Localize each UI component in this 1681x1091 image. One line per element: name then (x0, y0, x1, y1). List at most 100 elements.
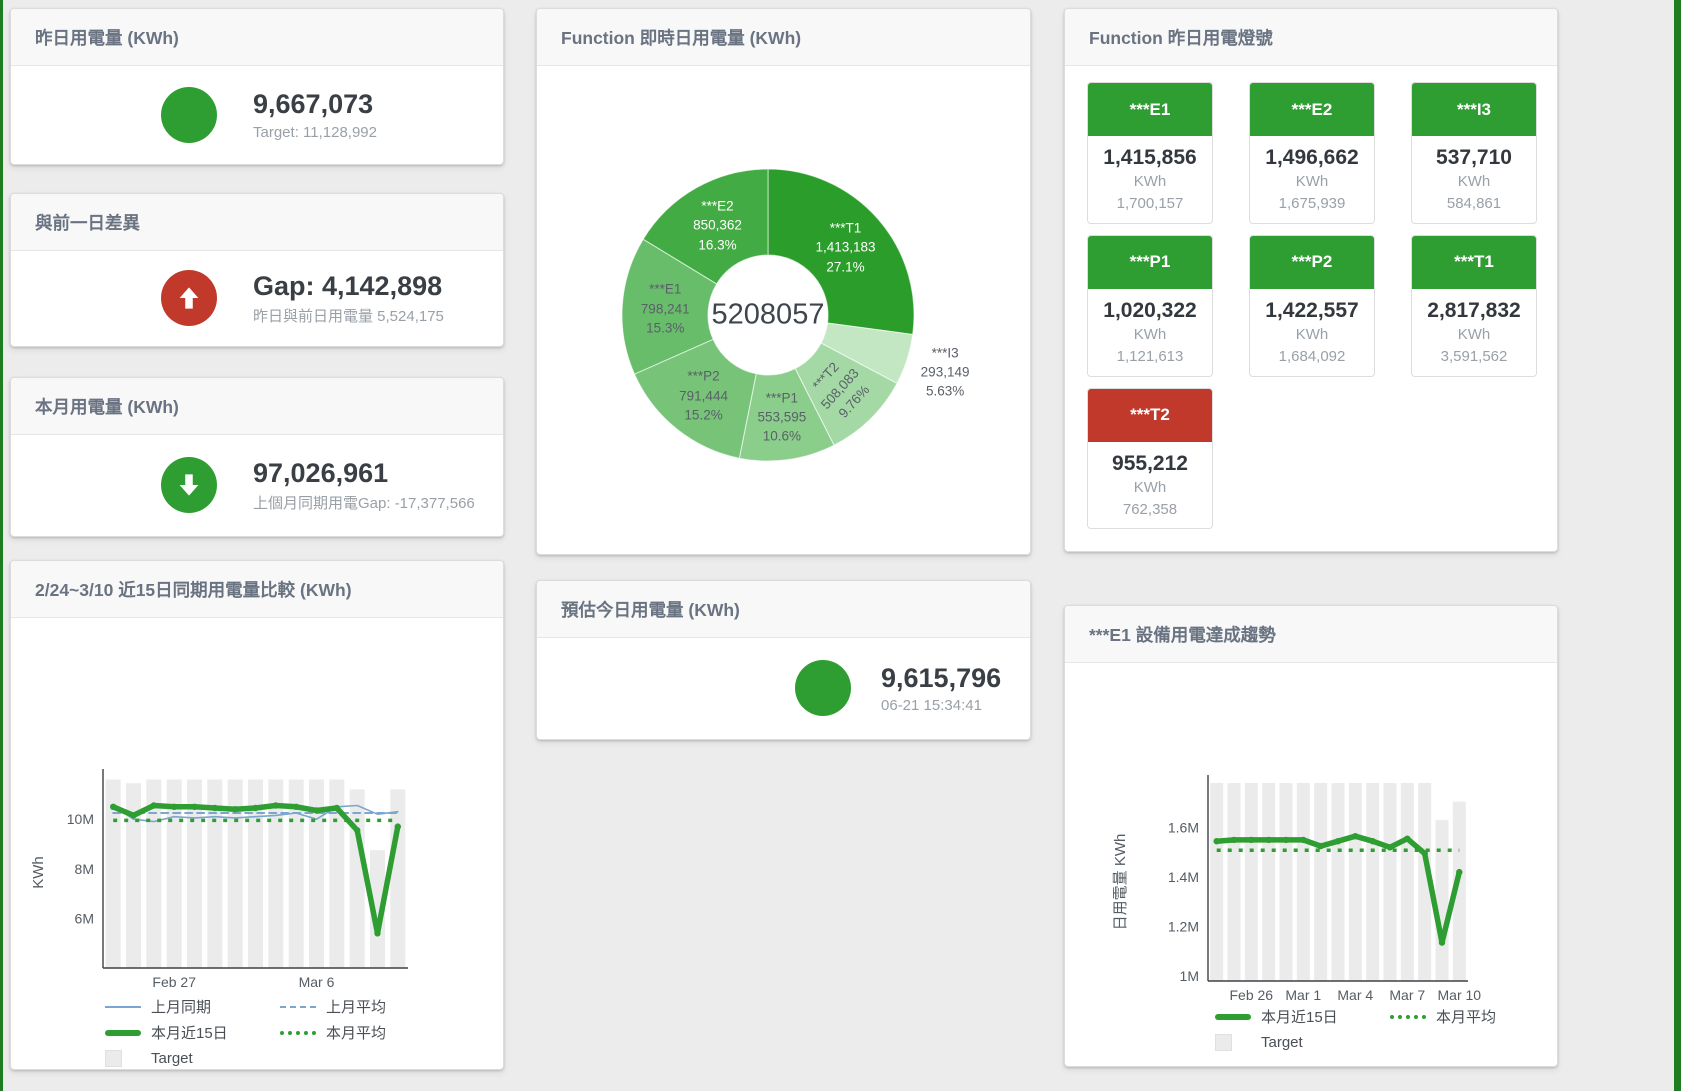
target-bar (187, 779, 202, 968)
series-marker (313, 807, 320, 814)
series-marker (252, 804, 259, 812)
legend-box-swatch (105, 1050, 141, 1067)
legend-label: 本月平均 (326, 1025, 387, 1042)
series-marker (354, 827, 361, 834)
tile-target-value: 1,700,157 (1116, 195, 1184, 213)
target-bar (1366, 783, 1380, 981)
series-marker (1282, 836, 1290, 844)
tile-status-header: ***E1 (1088, 83, 1212, 136)
legend-thick-line-swatch (105, 1029, 141, 1036)
chart-svg: 1M 1.2M 1.4M 1.6M Feb 26 Mar 1 Mar 4 Mar 7 Mar 1… (1112, 775, 1481, 1003)
series-marker (232, 806, 239, 813)
tile-status-header: ***P2 (1250, 235, 1374, 289)
series-marker (150, 802, 157, 809)
tile-value: 1,422,557 (1265, 298, 1359, 322)
target-bar (1331, 783, 1345, 981)
light-tile-P1[interactable]: ***P1 1,020,322 KWh 1,121,613 (1087, 234, 1213, 377)
chart-svg: 6M 8M 10M Feb 27 Mar 6 KWh (30, 769, 408, 990)
tile-target-value: 1,121,613 (1116, 347, 1184, 365)
series-marker (191, 803, 198, 810)
target-bar (207, 779, 223, 968)
series-marker (1265, 836, 1272, 844)
tile-value: 537,710 (1436, 146, 1512, 169)
donut-slice-P2[interactable] (633, 338, 757, 459)
series-marker (1421, 850, 1428, 857)
light-tile-P2[interactable]: ***P2 1,422,557 KWh 1,684,092 (1249, 234, 1375, 377)
target-bar (309, 779, 324, 968)
kpi-value: 97,026,961 (253, 457, 389, 488)
donut-slice-E2[interactable] (642, 168, 769, 285)
card-e1-trend-chart: ***E1 設備用電達成趨勢 1M 1.2M 1.4M 1.6M Feb 26 Mar 1… (1064, 605, 1558, 1067)
series-marker (211, 804, 218, 812)
legend-item-Target[interactable]: Target (105, 1047, 280, 1069)
status-circle-icon (795, 660, 851, 716)
target-bar (1452, 801, 1466, 981)
card-title: 昨日用電量 (KWh) (11, 9, 503, 66)
kpi-value: 9,667,073 (253, 89, 374, 120)
card-month-usage: 本月用電量 (KWh) 97,026,961 上個月同期用電Gap: -17,3… (10, 377, 504, 537)
y-tick-label: 1.4M (1168, 869, 1199, 885)
series-marker (293, 803, 300, 810)
tile-value: 1,496,662 (1265, 146, 1359, 169)
target-bar (1279, 783, 1293, 981)
series-marker (1248, 836, 1255, 844)
series-marker (1438, 939, 1446, 946)
series-marker (171, 803, 178, 810)
kpi-value: Gap: 4,142,898 (253, 270, 443, 301)
light-tile-T2[interactable]: ***T2 955,212 KWh 762,358 (1087, 387, 1213, 530)
light-tile-E1[interactable]: ***E1 1,415,856 KWh 1,700,157 (1087, 82, 1213, 224)
y-tick-label: 1M (1180, 968, 1199, 984)
y-tick-label: 8M (75, 861, 94, 877)
card-title: Function 昨日用電燈號 (1065, 9, 1557, 66)
x-tick-label: Mar 1 (1285, 987, 1321, 1003)
card-title: ***E1 設備用電達成趨勢 (1065, 606, 1557, 663)
light-tile-E2[interactable]: ***E2 1,496,662 KWh 1,675,939 (1249, 82, 1375, 224)
light-tile-T1[interactable]: ***T1 2,817,832 KWh 3,591,562 (1411, 234, 1537, 377)
target-bar (370, 850, 385, 968)
target-bar (1262, 783, 1276, 981)
series-marker (374, 930, 381, 937)
target-bar (227, 779, 243, 968)
legend-item-本月近15日[interactable]: 本月近15日 (1215, 1005, 1390, 1028)
target-bar (1418, 783, 1432, 981)
device-light-tiles: ***E1 1,415,856 KWh 1,700,157 ***E2 1,496,662… (1087, 82, 1557, 530)
legend-item-Target[interactable]: Target (1215, 1031, 1390, 1054)
tile-value: 2,817,832 (1427, 298, 1521, 322)
legend-box-swatch (1215, 1034, 1251, 1051)
kpi-subtitle: 昨日與前日用電量 5,524,175 (253, 308, 444, 326)
tile-target-value: 3,591,562 (1440, 347, 1508, 365)
card-function-lights: Function 昨日用電燈號 ***E1 1,415,856 KWh 1,700,1… (1064, 8, 1558, 552)
legend-item-本月近15日[interactable]: 本月近15日 (105, 1021, 280, 1044)
legend-item-本月平均[interactable]: 本月平均 (280, 1021, 455, 1044)
tile-unit: KWh (1457, 173, 1491, 191)
donut-slice-T1[interactable] (767, 168, 915, 336)
tile-unit: KWh (1457, 326, 1491, 344)
legend-item-本月平均[interactable]: 本月平均 (1390, 1005, 1557, 1028)
target-bar (1383, 783, 1397, 981)
card-title: Function 即時日用電量 (KWh) (537, 9, 1030, 66)
tile-unit: KWh (1133, 326, 1167, 344)
legend-item-上月平均[interactable]: 上月平均 (280, 995, 455, 1018)
card-title: 2/24~3/10 近15日同期用電量比較 (KWh) (11, 561, 503, 618)
legend-item-上月同期[interactable]: 上月同期 (105, 995, 280, 1018)
y-axis-label: KWh (30, 856, 47, 889)
left-edge-strip (0, 0, 3, 1091)
y-axis-label: 日用電量 KWh (1112, 834, 1129, 931)
tile-value: 1,020,322 (1103, 298, 1197, 322)
series-marker (1230, 836, 1238, 844)
target-bar (248, 779, 263, 968)
tile-unit: KWh (1295, 173, 1329, 191)
e1-chart-legend: 本月近15日 本月平均 Target (1215, 1005, 1557, 1054)
arrow-down-icon (161, 457, 217, 513)
light-tile-I3[interactable]: ***I3 537,710 KWh 584,861 (1411, 82, 1537, 224)
legend-label: Target (1261, 1034, 1303, 1051)
target-bar (1227, 783, 1241, 981)
donut-slice-E1[interactable] (621, 238, 718, 375)
tile-target-value: 584,861 (1446, 195, 1502, 213)
series-marker (272, 802, 279, 809)
y-tick-label: 1.2M (1168, 919, 1199, 935)
legend-label: 本月平均 (1436, 1009, 1497, 1026)
e1-trend-chart: 1M 1.2M 1.4M 1.6M Feb 26 Mar 1 Mar 4 Mar 7 Mar 1… (1065, 663, 1557, 1003)
y-tick-label: 1.6M (1168, 820, 1199, 836)
kpi-subtitle: 上個月同期用電Gap: -17,377,566 (253, 495, 475, 513)
